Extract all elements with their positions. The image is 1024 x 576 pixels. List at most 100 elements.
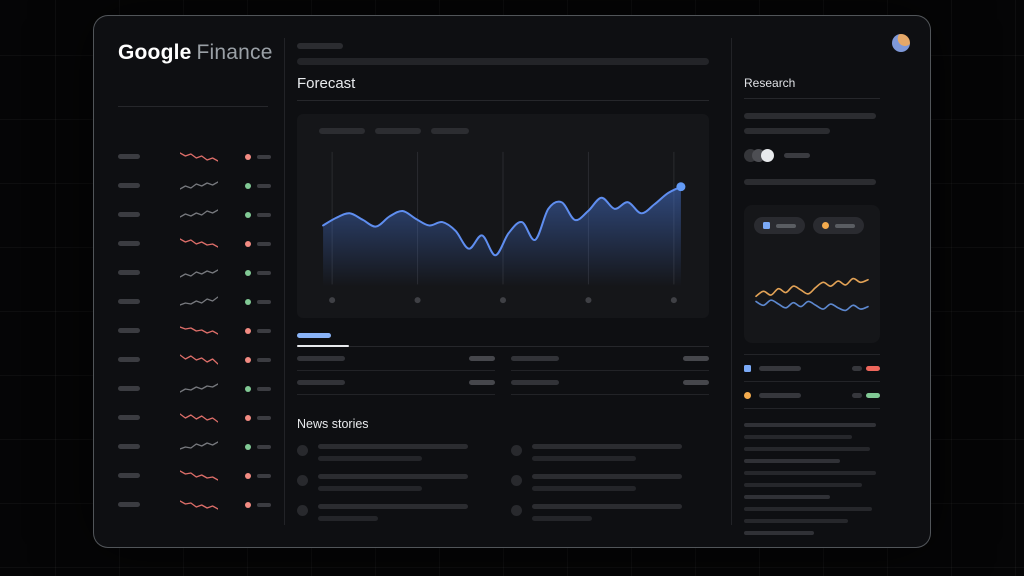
news-subline-skeleton (532, 486, 636, 491)
news-list (297, 444, 709, 534)
change-indicator-dot (245, 414, 251, 421)
legend-pill-yellow[interactable] (813, 217, 864, 234)
watchlist-row[interactable] (118, 258, 276, 287)
sparkline-chart (180, 269, 218, 278)
change-indicator-dot (245, 472, 251, 479)
active-tab-skeleton[interactable] (297, 333, 331, 338)
stat-label-skeleton (297, 380, 345, 385)
series-orange-line (755, 277, 869, 298)
news-subline-skeleton (532, 516, 592, 521)
news-item[interactable] (297, 474, 495, 491)
sparkline-chart (180, 296, 218, 306)
tab-bar (297, 333, 709, 347)
news-item[interactable] (511, 444, 709, 461)
watchlist-row[interactable] (118, 490, 276, 519)
watchlist-row[interactable] (118, 316, 276, 345)
news-item[interactable] (511, 504, 709, 521)
comparison-line-chart[interactable] (754, 255, 870, 329)
comparison-chart-card (744, 205, 880, 343)
ticker-label-skeleton (118, 299, 140, 304)
metric-value-skeleton (852, 365, 862, 371)
legend-label-skeleton (776, 223, 796, 228)
news-item[interactable] (297, 504, 495, 521)
change-indicator-dot (245, 298, 251, 305)
news-source-icon (297, 445, 308, 456)
watchlist-row[interactable] (118, 374, 276, 403)
watchlist-row[interactable] (118, 345, 276, 374)
research-metric-row[interactable] (744, 381, 880, 408)
watchlist-row[interactable] (118, 403, 276, 432)
user-avatar[interactable] (892, 34, 910, 52)
google-finance-logo[interactable]: Google Finance (118, 41, 273, 65)
research-metric-row[interactable] (744, 354, 880, 381)
main-research-divider (731, 38, 732, 525)
legend-pill-blue[interactable] (754, 217, 805, 234)
news-item[interactable] (511, 474, 709, 491)
research-text-skeleton (744, 113, 876, 119)
news-subline-skeleton (532, 456, 636, 461)
chart-area-fill (323, 186, 681, 287)
stat-row[interactable] (511, 347, 709, 371)
sparkline-chart (180, 209, 218, 218)
change-indicator-dot (245, 443, 251, 450)
sparkline-chart (180, 354, 218, 365)
legend-label-skeleton (835, 223, 855, 228)
sidebar-divider (118, 106, 268, 107)
news-item[interactable] (297, 444, 495, 461)
range-chip-skeleton[interactable] (431, 128, 469, 134)
ticker-label-skeleton (118, 357, 140, 362)
research-summary-skeleton (744, 423, 880, 535)
text-line-skeleton (744, 447, 870, 451)
news-subline-skeleton (318, 486, 422, 491)
text-line-skeleton (744, 531, 814, 535)
watchlist-row[interactable] (118, 171, 276, 200)
change-value-skeleton (257, 212, 271, 217)
watchlist-row[interactable] (118, 229, 276, 258)
sparkline-chart (180, 181, 218, 190)
sparkline-chart (180, 383, 218, 393)
metric-label-skeleton (759, 365, 801, 371)
watchlist-row[interactable] (118, 142, 276, 171)
range-chip-skeleton[interactable] (319, 128, 365, 134)
range-chip-skeleton[interactable] (375, 128, 421, 134)
change-indicator-dot (245, 327, 251, 334)
change-value-skeleton (257, 357, 271, 362)
positive-change-marker (866, 392, 880, 398)
watchlist-row[interactable] (118, 432, 276, 461)
ticker-label-skeleton (118, 241, 140, 246)
text-line-skeleton (744, 471, 876, 475)
watchlist-row[interactable] (118, 200, 276, 229)
yellow-series-marker-icon (744, 391, 751, 399)
change-value-skeleton (257, 444, 271, 449)
research-text-skeleton (744, 128, 830, 134)
comparison-toggle[interactable] (744, 149, 880, 162)
research-panel: Research (744, 76, 880, 543)
research-text-skeleton (744, 179, 876, 185)
text-line-skeleton (744, 423, 876, 427)
stat-row[interactable] (297, 371, 495, 395)
news-subline-skeleton (318, 516, 378, 521)
blue-series-marker-icon (744, 364, 751, 372)
ticker-label-skeleton (118, 183, 140, 188)
ticker-label-skeleton (118, 212, 140, 217)
change-value-skeleton (257, 270, 271, 275)
research-divider (744, 98, 880, 99)
news-source-icon (511, 445, 522, 456)
watchlist-row[interactable] (118, 461, 276, 490)
search-bar-skeleton[interactable] (297, 58, 709, 65)
metric-label-skeleton (759, 392, 801, 398)
ticker-label-skeleton (118, 328, 140, 333)
ticker-label-skeleton (118, 386, 140, 391)
forecast-area-chart[interactable] (307, 146, 699, 312)
ticker-label-skeleton (118, 502, 140, 507)
change-value-skeleton (257, 154, 271, 159)
change-value-skeleton (257, 473, 271, 478)
watchlist-row[interactable] (118, 287, 276, 316)
news-headline-skeleton (532, 474, 682, 479)
stat-row[interactable] (511, 371, 709, 395)
research-metrics (744, 354, 880, 409)
news-column-2 (511, 444, 709, 534)
text-line-skeleton (744, 483, 862, 487)
stat-row[interactable] (297, 347, 495, 371)
